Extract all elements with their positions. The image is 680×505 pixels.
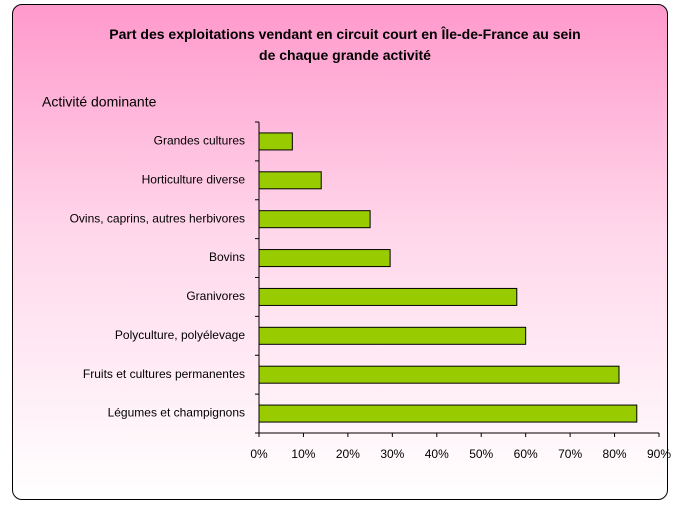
bar — [258, 404, 638, 423]
bar — [258, 326, 527, 345]
x-tick-label: 40% — [425, 447, 449, 461]
y-axis-label: Activité dominante — [42, 94, 157, 110]
y-tick-label: Granivores — [186, 289, 245, 303]
y-tick-label: Grandes cultures — [154, 134, 245, 148]
bar — [258, 365, 620, 384]
bar — [258, 210, 371, 229]
bar — [258, 249, 391, 268]
bar — [258, 171, 322, 190]
y-tick-label: Horticulture diverse — [142, 172, 246, 186]
x-tick-label: 60% — [514, 447, 538, 461]
x-tick-label: 10% — [291, 447, 315, 461]
x-tick-label: 30% — [380, 447, 404, 461]
bar — [258, 132, 293, 151]
x-tick-label: 70% — [558, 447, 582, 461]
x-tick-label: 80% — [603, 447, 627, 461]
x-tick-label: 50% — [469, 447, 493, 461]
y-tick-label: Bovins — [209, 250, 245, 264]
bar — [258, 287, 518, 306]
y-tick-label: Ovins, caprins, autres herbivores — [70, 211, 245, 225]
y-tick-label: Légumes et champignons — [108, 406, 245, 420]
y-tick-label: Polyculture, polyélevage — [115, 328, 245, 342]
x-tick-label: 20% — [336, 447, 360, 461]
x-tick-label: 90% — [647, 447, 671, 461]
y-tick-label: Fruits et cultures permanentes — [83, 367, 245, 381]
x-tick-label: 0% — [250, 447, 268, 461]
chart-title: Part des exploitations vendant en circui… — [109, 26, 581, 63]
